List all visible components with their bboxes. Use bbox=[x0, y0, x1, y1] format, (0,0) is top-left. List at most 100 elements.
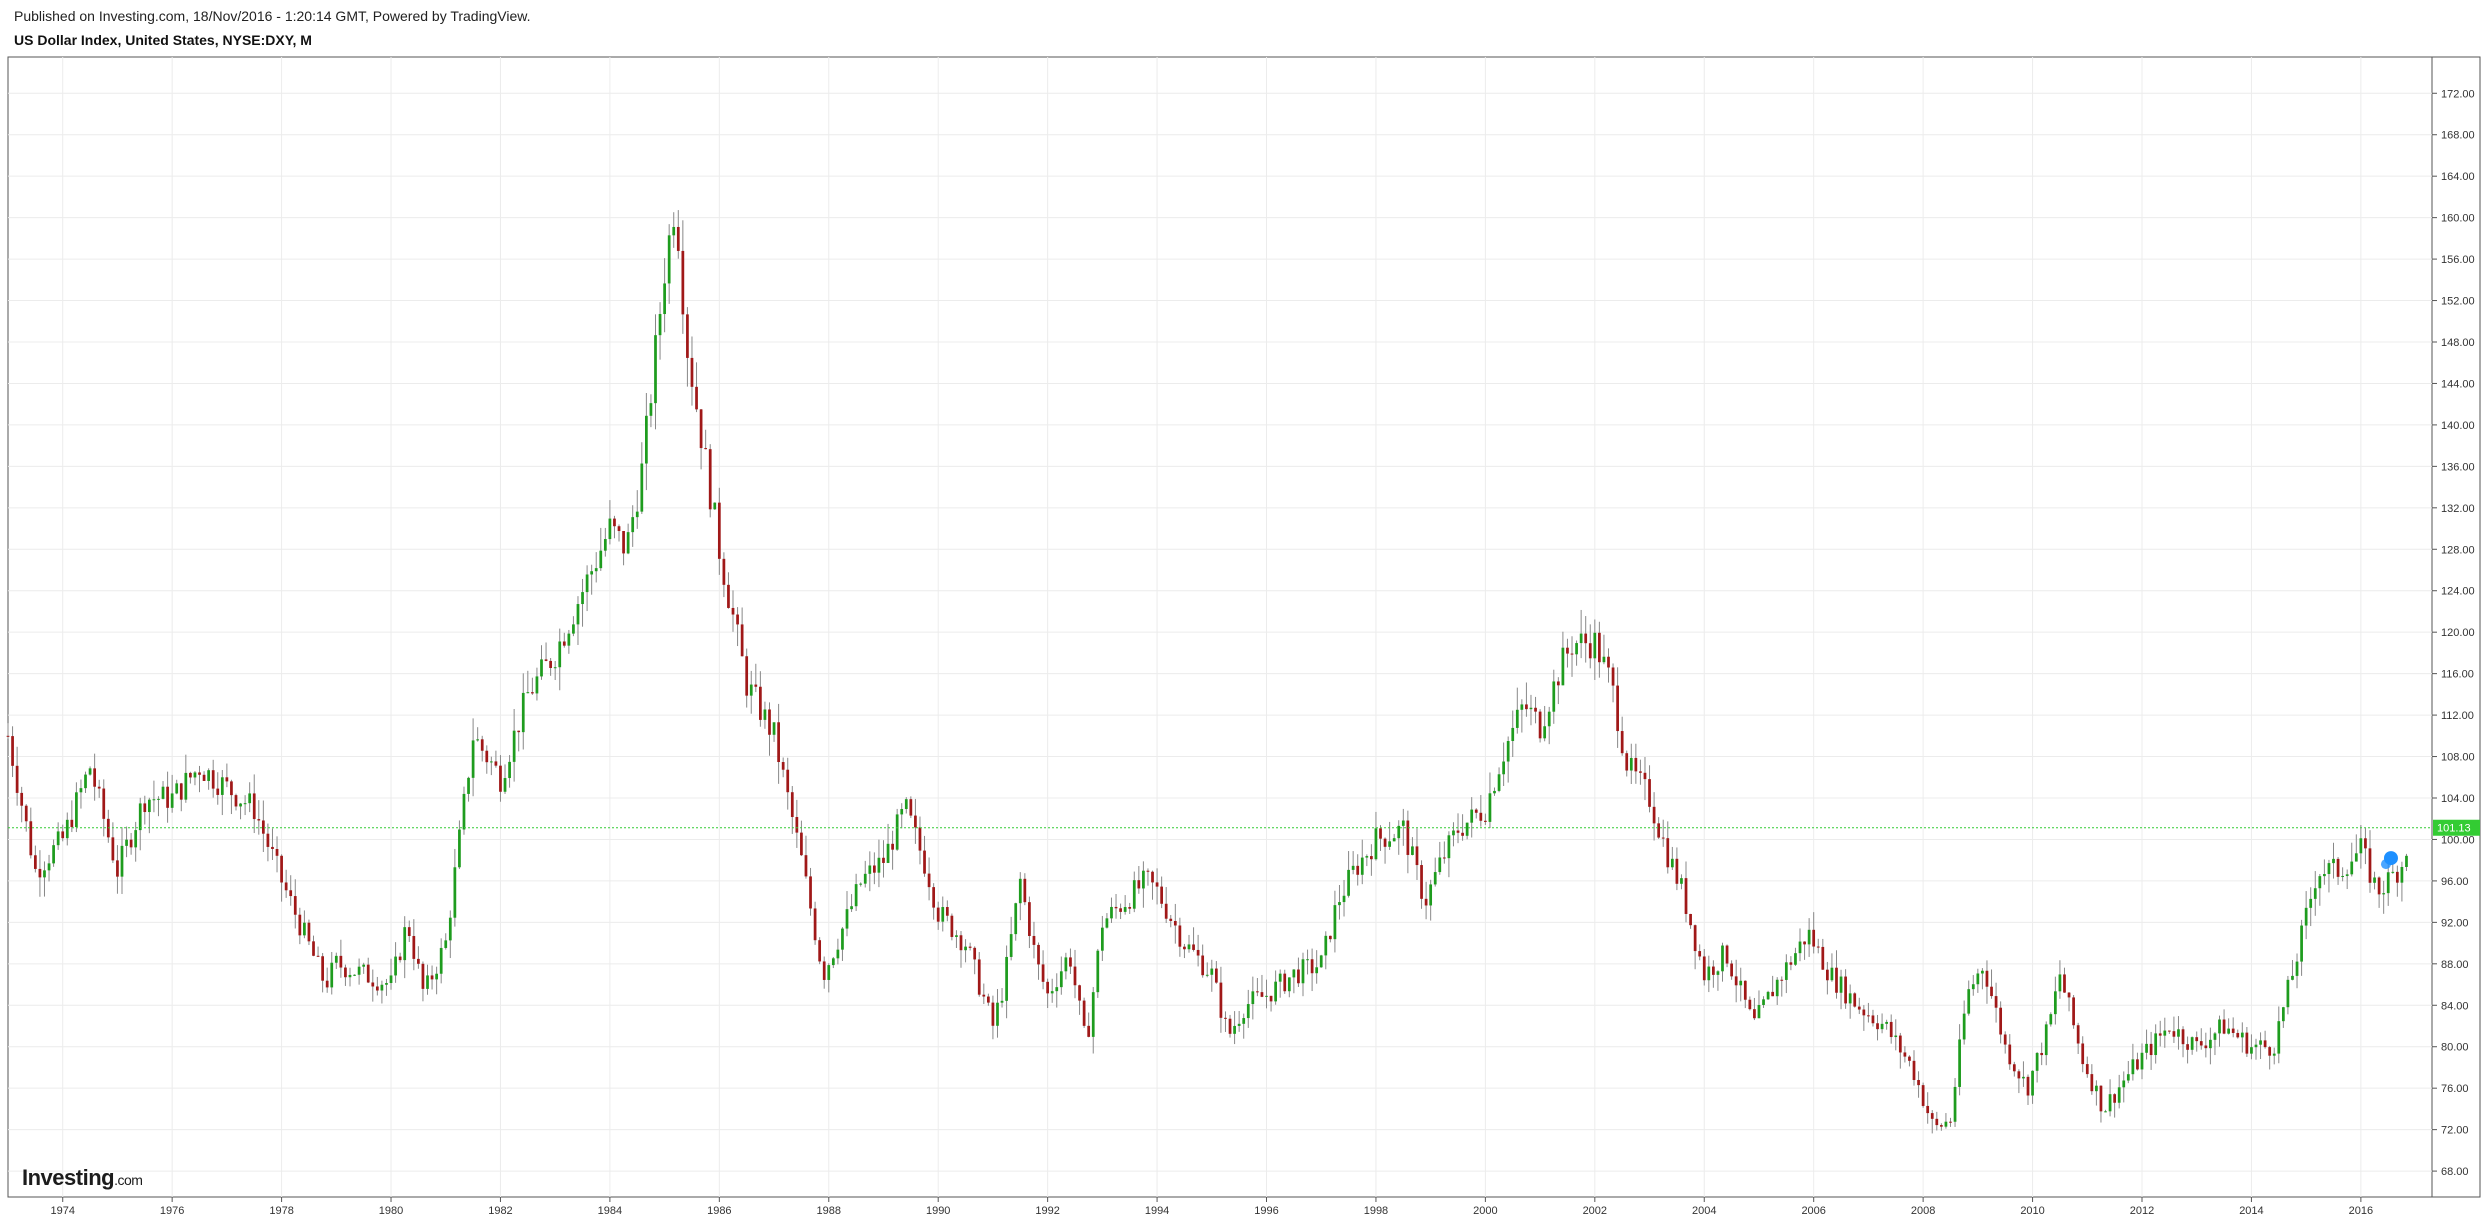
candle-down bbox=[1283, 973, 1287, 992]
candle-up bbox=[1976, 973, 1980, 985]
candle-up bbox=[357, 966, 361, 975]
candle-up bbox=[47, 863, 51, 871]
candle-up bbox=[2140, 1052, 2144, 1070]
candle-up bbox=[1766, 991, 1770, 1000]
y-tick-label: 68.00 bbox=[2441, 1166, 2469, 1178]
candle-up bbox=[1388, 841, 1391, 847]
y-tick-label: 132.00 bbox=[2441, 503, 2475, 515]
candle-down bbox=[1078, 985, 1081, 1001]
candle-down bbox=[1908, 1056, 1911, 1061]
candle-down bbox=[24, 805, 28, 822]
candle-up bbox=[1105, 918, 1109, 928]
x-tick-label: 2016 bbox=[2349, 1205, 2373, 1217]
candle-down bbox=[1702, 956, 1706, 981]
candle-down bbox=[1712, 966, 1715, 975]
candle-up bbox=[394, 956, 397, 976]
candle-down bbox=[102, 788, 106, 819]
candle-up bbox=[645, 415, 648, 464]
candle-down bbox=[932, 887, 936, 908]
candle-up bbox=[1132, 880, 1136, 909]
candle-up bbox=[526, 692, 530, 694]
y-tick-label: 112.00 bbox=[2441, 710, 2474, 722]
y-tick-label: 168.00 bbox=[2441, 130, 2475, 142]
candle-up bbox=[444, 940, 448, 948]
candle-down bbox=[1228, 1018, 1232, 1034]
candle-up bbox=[184, 772, 188, 800]
candle-down bbox=[1570, 653, 1574, 655]
candle-down bbox=[717, 502, 721, 559]
logo-text: Investing bbox=[22, 1165, 115, 1190]
x-tick-label: 1990 bbox=[926, 1205, 950, 1217]
candle-up bbox=[2277, 1021, 2281, 1054]
candle-up bbox=[1110, 906, 1113, 919]
candle-up bbox=[713, 502, 717, 510]
candle-up bbox=[553, 667, 557, 669]
candle-up bbox=[220, 777, 224, 795]
candle-up bbox=[1265, 995, 1268, 997]
candle-up bbox=[1401, 820, 1405, 826]
candle-down bbox=[494, 761, 498, 766]
candle-up bbox=[576, 604, 580, 625]
candle-down bbox=[216, 788, 220, 795]
x-tick-label: 1980 bbox=[379, 1205, 403, 1217]
candle-up bbox=[877, 857, 881, 873]
candle-down bbox=[1634, 757, 1638, 772]
candle-up bbox=[1005, 956, 1008, 1001]
candle-up bbox=[2295, 961, 2299, 976]
candle-up bbox=[1292, 969, 1296, 978]
candle-up bbox=[476, 739, 480, 741]
candle-up bbox=[207, 770, 210, 781]
candle-down bbox=[1192, 944, 1195, 950]
candle-up bbox=[1205, 974, 1209, 976]
candle-up bbox=[2405, 855, 2408, 867]
candle-up bbox=[2031, 1070, 2034, 1096]
y-tick-label: 128.00 bbox=[2441, 544, 2475, 556]
candle-down bbox=[2263, 1040, 2267, 1048]
candle-down bbox=[2336, 858, 2340, 877]
candle-up bbox=[1324, 935, 1328, 956]
candle-down bbox=[1912, 1060, 1916, 1080]
candle-up bbox=[462, 793, 466, 830]
candle-down bbox=[189, 772, 192, 778]
candle-up bbox=[43, 870, 46, 878]
candle-down bbox=[2136, 1059, 2139, 1070]
candle-up bbox=[1880, 1023, 1884, 1030]
candle-down bbox=[1201, 955, 1205, 976]
candle-up bbox=[955, 935, 958, 937]
candle-down bbox=[371, 982, 375, 987]
x-tick-label: 2000 bbox=[1473, 1205, 1497, 1217]
candle-down bbox=[2181, 1029, 2185, 1045]
candle-up bbox=[1242, 1018, 1246, 1024]
candle-up bbox=[521, 692, 525, 733]
candle-up bbox=[1392, 838, 1396, 842]
candle-up bbox=[348, 974, 352, 978]
candle-up bbox=[1091, 992, 1095, 1037]
candle-up bbox=[1374, 828, 1378, 860]
candle-down bbox=[2003, 1034, 2007, 1045]
candle-up bbox=[2154, 1033, 2158, 1056]
candle-down bbox=[991, 1002, 995, 1026]
candle-up bbox=[1511, 727, 1515, 742]
candle-down bbox=[61, 831, 65, 839]
candle-up bbox=[1602, 656, 1606, 663]
candle-down bbox=[202, 774, 206, 781]
candle-down bbox=[1789, 962, 1793, 965]
candle-down bbox=[2026, 1076, 2030, 1096]
candle-down bbox=[1689, 913, 1692, 926]
candle-down bbox=[1474, 809, 1478, 813]
logo-suffix: .com bbox=[114, 1172, 143, 1188]
candle-up bbox=[303, 922, 306, 936]
x-tick-label: 2014 bbox=[2239, 1205, 2263, 1217]
candle-up bbox=[1543, 726, 1547, 739]
candle-up bbox=[567, 633, 571, 646]
candle-down bbox=[1725, 945, 1729, 964]
candle-down bbox=[2090, 1074, 2094, 1092]
candle-up bbox=[56, 831, 60, 846]
candle-up bbox=[2213, 1033, 2217, 1040]
candle-down bbox=[1803, 941, 1806, 945]
candle-down bbox=[499, 765, 502, 792]
candle-down bbox=[2158, 1033, 2162, 1036]
candle-down bbox=[97, 786, 101, 789]
candle-up bbox=[2323, 874, 2326, 877]
